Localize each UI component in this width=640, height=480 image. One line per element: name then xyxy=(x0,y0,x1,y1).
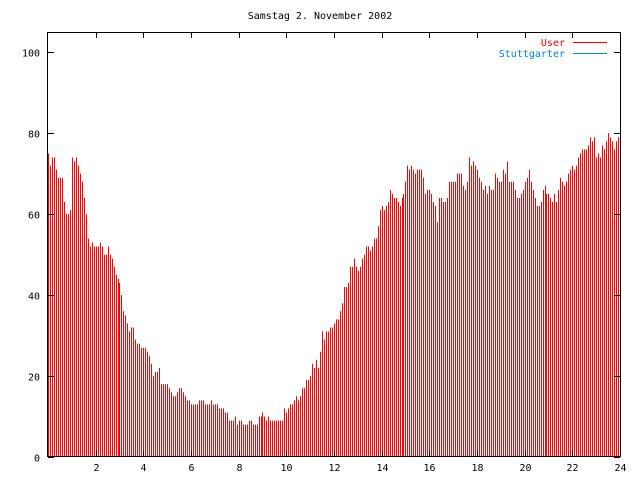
legend-label-user: User xyxy=(541,38,565,49)
user-bars xyxy=(48,133,619,457)
x-tick-label: 14 xyxy=(376,463,388,474)
x-tick-label: 18 xyxy=(471,463,483,474)
x-tick-label: 12 xyxy=(328,463,340,474)
x-tick-label: 4 xyxy=(140,463,146,474)
y-tick-label: 20 xyxy=(28,373,40,384)
x-tick-label: 6 xyxy=(188,463,194,474)
y-tick-label: 60 xyxy=(28,211,40,222)
y-tick-label: 80 xyxy=(28,130,40,141)
x-tick-label: 10 xyxy=(280,463,292,474)
y-axis: 0 20 40 60 80 100 xyxy=(22,49,620,465)
chart-title: Samstag 2. November 2002 xyxy=(248,11,393,22)
legend: User Stuttgarter xyxy=(499,38,607,60)
x-tick-label: 20 xyxy=(519,463,531,474)
x-tick-label: 2 xyxy=(93,463,99,474)
x-tick-label: 22 xyxy=(566,463,578,474)
x-tick-label: 16 xyxy=(423,463,435,474)
legend-label-stuttgarter: Stuttgarter xyxy=(499,49,565,60)
y-tick-label: 100 xyxy=(22,49,40,60)
x-tick-label: 24 xyxy=(614,463,626,474)
x-tick-label: 8 xyxy=(236,463,242,474)
x-axis: 2 4 6 8 10 12 14 16 18 20 22 24 xyxy=(93,32,627,474)
y-tick-label: 0 xyxy=(34,454,40,465)
y-tick-label: 40 xyxy=(28,292,40,303)
